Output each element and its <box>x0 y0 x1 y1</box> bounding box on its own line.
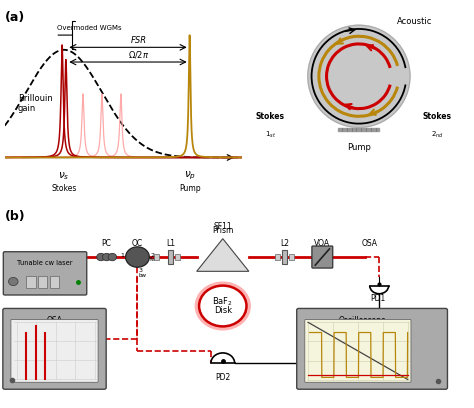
Text: 2: 2 <box>150 253 154 258</box>
Text: Stokes: Stokes <box>51 184 77 193</box>
Text: Stokes: Stokes <box>256 113 285 122</box>
Text: OSA: OSA <box>362 239 378 248</box>
Text: 3: 3 <box>139 268 143 273</box>
Bar <box>282 250 287 264</box>
Text: L1: L1 <box>166 239 175 248</box>
FancyBboxPatch shape <box>312 246 333 268</box>
Text: (b): (b) <box>5 210 26 223</box>
FancyBboxPatch shape <box>305 319 411 382</box>
Bar <box>38 276 47 288</box>
Bar <box>175 254 180 260</box>
Text: PD2: PD2 <box>215 373 230 382</box>
Text: $\nu_p$: $\nu_p$ <box>183 170 196 182</box>
Text: Stokes: Stokes <box>423 113 452 122</box>
Bar <box>154 254 159 260</box>
Text: $1_{st}$: $1_{st}$ <box>265 130 276 140</box>
Text: OC: OC <box>132 239 143 248</box>
Bar <box>275 254 280 260</box>
Text: Tunable cw laser: Tunable cw laser <box>17 260 73 266</box>
Text: VOA: VOA <box>314 239 330 248</box>
Text: Pump: Pump <box>179 184 201 193</box>
Circle shape <box>308 25 410 127</box>
Text: FSR: FSR <box>130 36 147 45</box>
Text: BaF$_2$: BaF$_2$ <box>212 296 233 308</box>
Text: OSA: OSA <box>46 316 63 325</box>
Text: PD1: PD1 <box>370 294 385 303</box>
FancyBboxPatch shape <box>297 308 447 389</box>
Text: Acoustic: Acoustic <box>397 17 432 26</box>
Text: Brillouin
gain: Brillouin gain <box>18 94 53 113</box>
Circle shape <box>126 247 149 267</box>
FancyBboxPatch shape <box>11 319 98 382</box>
Bar <box>289 254 294 260</box>
Text: PC: PC <box>102 239 111 248</box>
Text: fw: fw <box>150 257 156 262</box>
Circle shape <box>199 286 246 326</box>
Text: (a): (a) <box>5 11 25 24</box>
Text: Overmoded WGMs: Overmoded WGMs <box>56 25 121 31</box>
Bar <box>26 276 36 288</box>
Text: SF11: SF11 <box>213 222 232 231</box>
Text: L2: L2 <box>280 239 289 248</box>
FancyBboxPatch shape <box>3 308 106 389</box>
Circle shape <box>9 277 18 286</box>
Bar <box>168 250 173 264</box>
Bar <box>338 128 379 131</box>
Polygon shape <box>197 239 249 271</box>
Text: $\Omega/2\pi$: $\Omega/2\pi$ <box>128 49 149 60</box>
Text: bw: bw <box>139 273 147 278</box>
Text: $\nu_s$: $\nu_s$ <box>58 170 70 182</box>
Text: Pump: Pump <box>347 143 371 152</box>
Circle shape <box>108 253 117 261</box>
FancyBboxPatch shape <box>3 252 87 295</box>
Text: Prism: Prism <box>212 226 234 235</box>
Text: 1: 1 <box>121 253 125 258</box>
Circle shape <box>102 253 111 261</box>
Bar <box>50 276 59 288</box>
Text: $2_{nd}$: $2_{nd}$ <box>431 130 444 140</box>
Text: Disk: Disk <box>214 306 232 315</box>
Circle shape <box>97 253 105 261</box>
Text: Oscilloscope: Oscilloscope <box>339 316 386 325</box>
